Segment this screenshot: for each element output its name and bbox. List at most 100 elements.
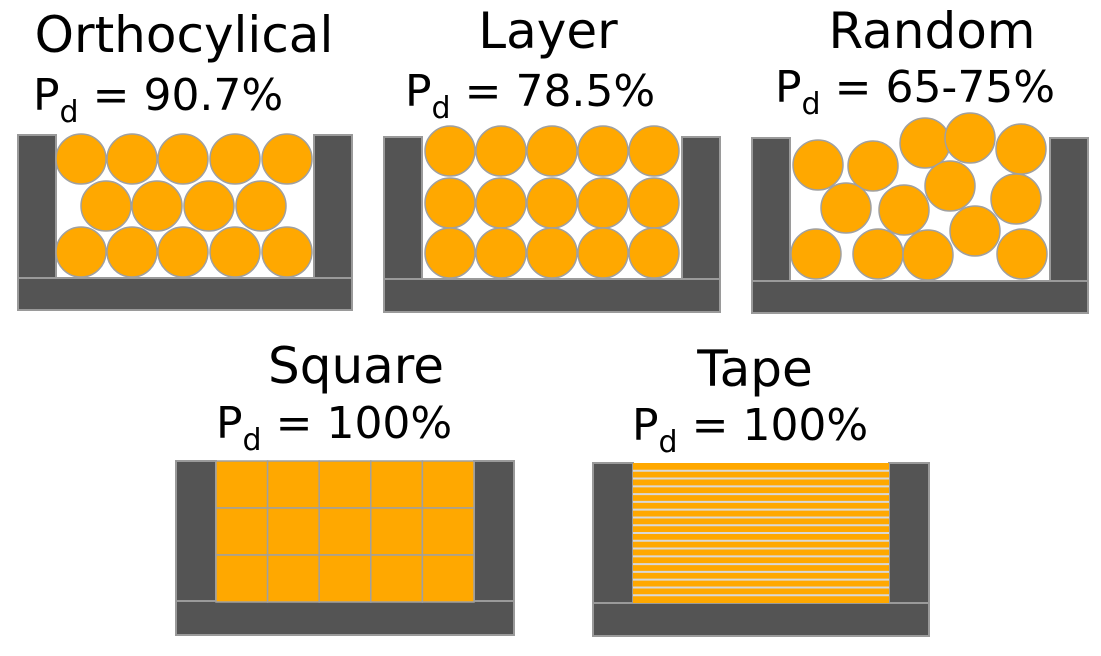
right-wall [888, 462, 930, 607]
square-wire-cell [421, 554, 475, 603]
wire-group [633, 463, 889, 603]
left-wall [592, 462, 634, 607]
panel-title: Orthocylical [35, 6, 334, 64]
wire-cross-section [424, 227, 476, 279]
square-wire-cell [370, 460, 424, 509]
wire-cross-section [424, 177, 476, 229]
wire-cross-section [80, 180, 132, 232]
square-wire-cell [370, 554, 424, 603]
square-wire-cell [215, 460, 269, 509]
square-wire-cell [318, 554, 372, 603]
pd-value: = 78.5% [465, 66, 656, 117]
wire-cross-section [790, 228, 842, 280]
left-wall [383, 136, 423, 283]
packing-density-label: Pd = 100% [632, 400, 868, 460]
pd-value: = 90.7% [93, 70, 284, 121]
packing-density-label: Pd = 90.7% [33, 70, 283, 130]
pd-subscript: d [659, 425, 678, 460]
wire-cross-section [424, 125, 476, 177]
wire-cross-section [55, 133, 107, 185]
wire-cross-section [949, 205, 1001, 257]
wire-cross-section [847, 140, 899, 192]
wire-group [790, 112, 1048, 281]
wire-cross-section [261, 133, 313, 185]
wire-cross-section [577, 177, 629, 229]
square-wire-cell [421, 507, 475, 556]
wire-cross-section [106, 133, 158, 185]
wire-cross-section [995, 123, 1047, 175]
base [17, 277, 353, 311]
square-wire-cell [318, 460, 372, 509]
winding-cross-section [383, 125, 721, 313]
base [751, 280, 1089, 314]
left-wall [175, 460, 217, 604]
square-wire-cell [318, 507, 372, 556]
wire-cross-section [628, 177, 680, 229]
panel-title: Tape [696, 340, 812, 398]
wire-group [215, 460, 475, 603]
wire-cross-section [852, 228, 904, 280]
wire-cross-section [157, 133, 209, 185]
base [383, 278, 721, 313]
wire-cross-section [526, 227, 578, 279]
right-wall [681, 136, 721, 283]
packing-density-label: Pd = 100% [216, 398, 452, 458]
pd-value: = 65-75% [835, 62, 1056, 113]
square-wire-cell [215, 554, 269, 603]
wire-group [55, 133, 313, 278]
pd-symbol: P [632, 400, 659, 451]
pd-subscript: d [60, 95, 79, 130]
wire-cross-section [628, 227, 680, 279]
wire-cross-section [475, 177, 527, 229]
left-wall [17, 134, 57, 281]
wire-cross-section [990, 173, 1042, 225]
panel-layer: Layer Pd = 78.5% [383, 2, 721, 313]
square-wire-cell [266, 554, 320, 603]
base [175, 600, 515, 636]
wire-cross-section [209, 133, 261, 185]
pd-symbol: P [775, 62, 802, 113]
wire-cross-section [792, 139, 844, 191]
wire-cross-section [899, 117, 951, 169]
wire-cross-section [628, 125, 680, 177]
wire-cross-section [235, 180, 287, 232]
wire-cross-section [475, 125, 527, 177]
pd-subscript: d [432, 91, 451, 126]
winding-cross-section [175, 460, 515, 636]
pd-value: = 100% [276, 398, 453, 449]
packing-density-label: Pd = 78.5% [405, 66, 655, 126]
panel-square: Square Pd = 100% [175, 337, 515, 636]
wire-cross-section [944, 112, 996, 164]
packing-density-label: Pd = 65-75% [775, 62, 1055, 122]
panel-random: Random Pd = 65-75% [751, 2, 1089, 314]
wire-cross-section [55, 226, 107, 278]
pd-symbol: P [405, 66, 432, 117]
right-wall [1049, 137, 1089, 285]
panel-tape: Tape Pd = 100% [592, 340, 930, 637]
square-wire-cell [421, 460, 475, 509]
base [592, 602, 930, 637]
wire-cross-section [902, 229, 954, 281]
wire-cross-section [209, 226, 261, 278]
panel-title: Layer [478, 2, 618, 60]
panel-orthocyclical: Orthocylical Pd = 90.7% [17, 6, 353, 311]
wire-cross-section [577, 125, 629, 177]
winding-cross-section [592, 462, 930, 637]
panel-title: Square [268, 337, 444, 395]
pd-subscript: d [802, 87, 821, 122]
square-wire-cell [266, 460, 320, 509]
wire-cross-section [526, 125, 578, 177]
pd-symbol: P [216, 398, 243, 449]
wire-cross-section [996, 228, 1048, 280]
right-wall [473, 460, 515, 604]
wire-cross-section [183, 180, 235, 232]
wire-cross-section [261, 226, 313, 278]
pd-value: = 100% [692, 400, 869, 451]
winding-cross-section [751, 112, 1089, 314]
wire-cross-section [924, 160, 976, 212]
wire-cross-section [878, 184, 930, 236]
pd-symbol: P [33, 70, 60, 121]
right-wall [313, 134, 353, 281]
wire-cross-section [820, 182, 872, 234]
wire-cross-section [475, 227, 527, 279]
